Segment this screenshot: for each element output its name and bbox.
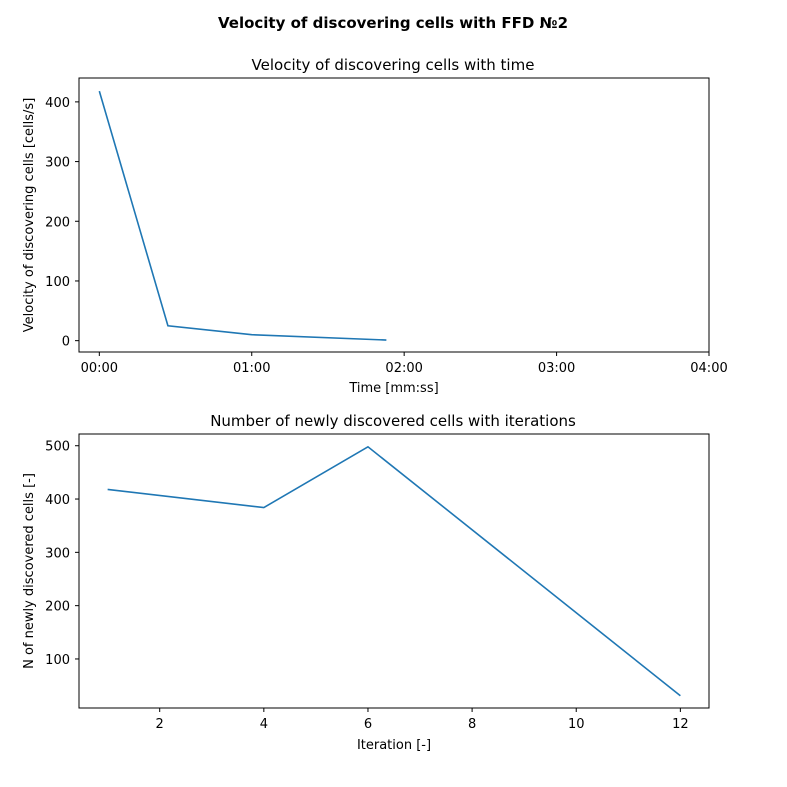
x-tick-label: 04:00 [690, 361, 727, 376]
bottom-chart-x-ticks: 2 4 6 8 10 12 [156, 708, 689, 732]
top-chart-title: Velocity of discovering cells with time [252, 56, 535, 74]
bottom-chart-y-label: N of newly discovered cells [-] [22, 473, 37, 669]
bottom-chart-axes-frame [78, 433, 710, 709]
y-tick-label: 200 [45, 215, 70, 230]
y-tick-label: 400 [45, 96, 70, 111]
y-tick-label: 300 [45, 156, 70, 171]
bottom-chart-title: Number of newly discovered cells with it… [210, 412, 576, 430]
x-tick-label: 01:00 [233, 361, 270, 376]
x-tick-label: 6 [364, 717, 372, 732]
bottom-chart-y-ticks: 100 200 300 400 500 [45, 440, 79, 668]
top-chart-x-ticks: 00:00 01:00 02:00 03:00 04:00 [81, 352, 728, 376]
top-chart-series-line [98, 90, 387, 341]
x-tick-label: 10 [568, 717, 585, 732]
y-tick-label: 400 [45, 493, 70, 508]
y-tick-label: 300 [45, 546, 70, 561]
figure-suptitle: Velocity of discovering cells with FFD №… [218, 14, 568, 32]
x-tick-label: 2 [156, 717, 164, 732]
x-tick-label: 00:00 [81, 361, 118, 376]
top-chart-y-ticks: 0 100 200 300 400 [45, 96, 79, 350]
x-tick-label: 02:00 [385, 361, 422, 376]
bottom-chart: Number of newly discovered cells with it… [22, 412, 710, 753]
y-tick-label: 100 [45, 275, 70, 290]
y-tick-label: 0 [62, 335, 70, 350]
top-chart: Velocity of discovering cells with time … [22, 56, 728, 396]
y-tick-label: 500 [45, 440, 70, 455]
x-tick-label: 8 [468, 717, 476, 732]
bottom-chart-x-label: Iteration [-] [357, 738, 431, 753]
x-tick-label: 12 [672, 717, 689, 732]
y-tick-label: 200 [45, 600, 70, 615]
x-tick-label: 03:00 [538, 361, 575, 376]
top-chart-axes-frame [78, 77, 710, 353]
top-chart-x-label: Time [mm:ss] [348, 381, 438, 396]
top-chart-y-label: Velocity of discovering cells [cells/s] [22, 98, 37, 333]
x-tick-label: 4 [260, 717, 268, 732]
bottom-chart-series-line [107, 445, 681, 697]
y-tick-label: 100 [45, 653, 70, 668]
